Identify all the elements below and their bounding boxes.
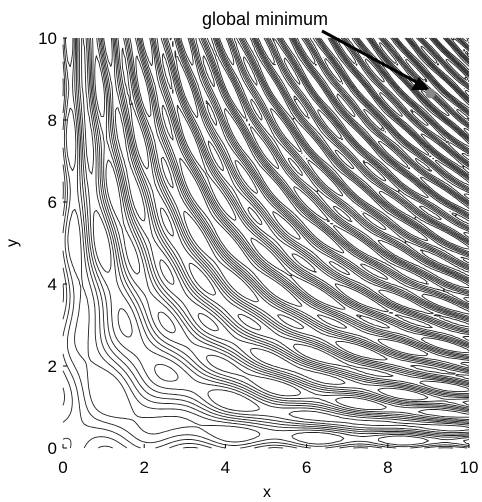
y-tick-label: 6 [48,193,57,212]
x-axis-label: x [263,484,271,501]
contour-level [64,37,470,446]
contour-lines [62,37,470,449]
contour-level [63,37,470,448]
contour-level [62,37,470,449]
annotation-arrowhead [411,77,430,90]
x-tick-label: 10 [460,458,479,477]
global-minimum-marker [425,88,436,99]
annotation-label: global minimum [202,9,328,29]
y-tick-label: 10 [38,29,57,48]
x-tick-label: 2 [139,458,148,477]
annotation-arrow [321,29,421,86]
contour-level [62,37,470,449]
contour-level [62,37,470,449]
y-tick-label: 8 [48,111,57,130]
y-tick-label: 4 [48,275,57,294]
contour-level [81,37,470,432]
x-tick-label: 6 [302,458,311,477]
x-tick-label: 4 [221,458,230,477]
contour-level [78,37,470,434]
axes: 0 2 4 6 8 10 0 2 4 6 8 10 [38,29,478,477]
x-tick-label: 8 [383,458,392,477]
y-tick-label: 0 [48,439,57,458]
x-tick-label: 0 [58,458,67,477]
annotation: global minimum [202,9,436,99]
y-tick-label: 2 [48,357,57,376]
y-axis-label: y [4,239,21,247]
